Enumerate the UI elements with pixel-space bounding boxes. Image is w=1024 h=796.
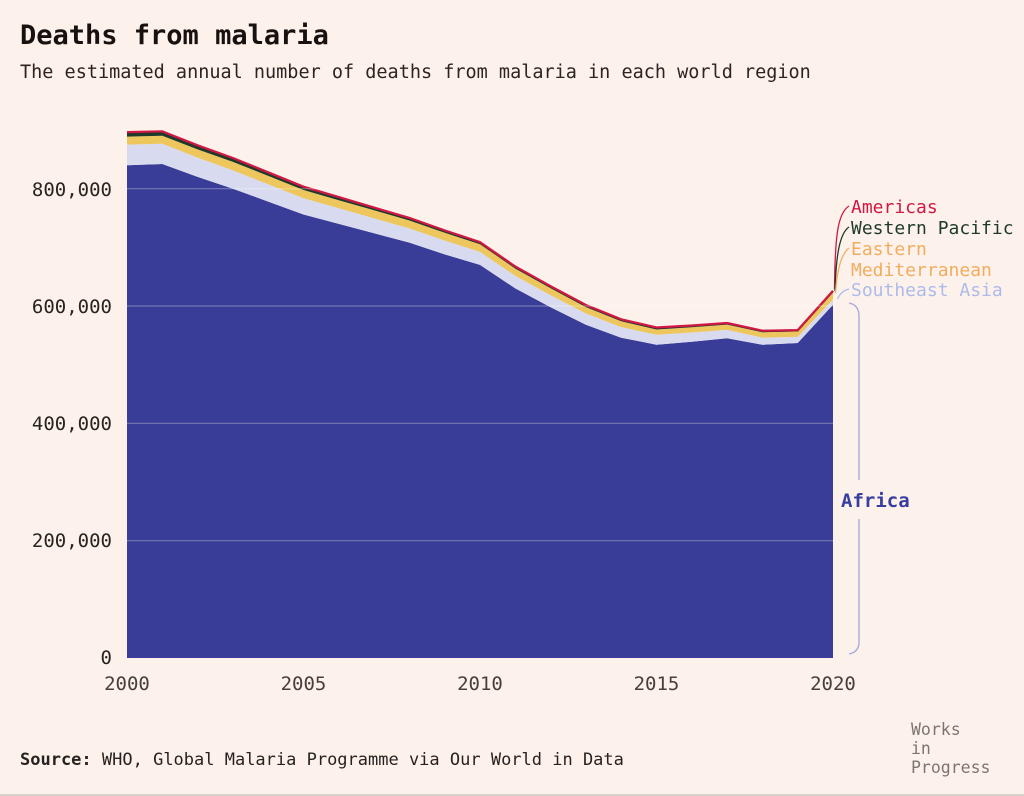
source-line: Source: WHO, Global Malaria Programme vi… [20,750,624,770]
legend-label-eastern-mediterranean-line1: Eastern [851,239,927,260]
legend-label-southeast-asia: Southeast Asia [851,280,1003,301]
x-axis-tick-label: 2020 [810,673,856,695]
legend-label-americas: Americas [851,197,938,218]
x-axis: 2000 2005 2010 2015 2020 [104,673,856,695]
line-americas [126,130,834,332]
x-axis-tick-label: 2015 [634,673,680,695]
legend-leader-lines [833,205,850,300]
chart-subtitle: The estimated annual number of deaths fr… [20,62,811,83]
y-axis-tick-label: 0 [101,647,112,669]
americas-leader-line [833,205,850,290]
southeast-asia-leader-line [836,288,850,300]
x-axis-tick-label: 2000 [104,673,150,695]
y-axis-tick-label: 800,000 [32,179,112,201]
legend-label-western-pacific: Western Pacific [851,218,1014,239]
x-axis-tick-label: 2005 [281,673,327,695]
y-axis-tick-label: 200,000 [32,530,112,552]
africa-bracket [848,302,860,655]
legend: Americas Western Pacific Eastern Mediter… [841,197,1014,512]
western-pacific-leader-line [834,226,850,292]
works-in-progress-logo: Works in Progress [911,720,991,777]
area-eastern-mediterranean [127,135,833,338]
stacked-area-chart: 0 200,000 400,000 600,000 800,000 2000 2… [32,130,1014,695]
gridlines-group [127,188,833,542]
page-title: Deaths from malaria [20,20,329,51]
eastern-mediterranean-leader-line [834,247,850,294]
y-axis: 0 200,000 400,000 600,000 800,000 [32,179,112,669]
legend-label-eastern-mediterranean-line2: Mediterranean [851,260,992,281]
area-series-group [126,130,834,658]
source-label: Source: [20,750,92,770]
y-axis-tick-label: 600,000 [32,296,112,318]
x-axis-tick-label: 2010 [457,673,503,695]
area-southeast-asia [127,143,833,345]
y-axis-tick-label: 400,000 [32,413,112,435]
legend-label-africa: Africa [841,490,910,512]
area-africa [127,164,833,658]
source-text-value: WHO, Global Malaria Programme via Our Wo… [101,750,624,770]
